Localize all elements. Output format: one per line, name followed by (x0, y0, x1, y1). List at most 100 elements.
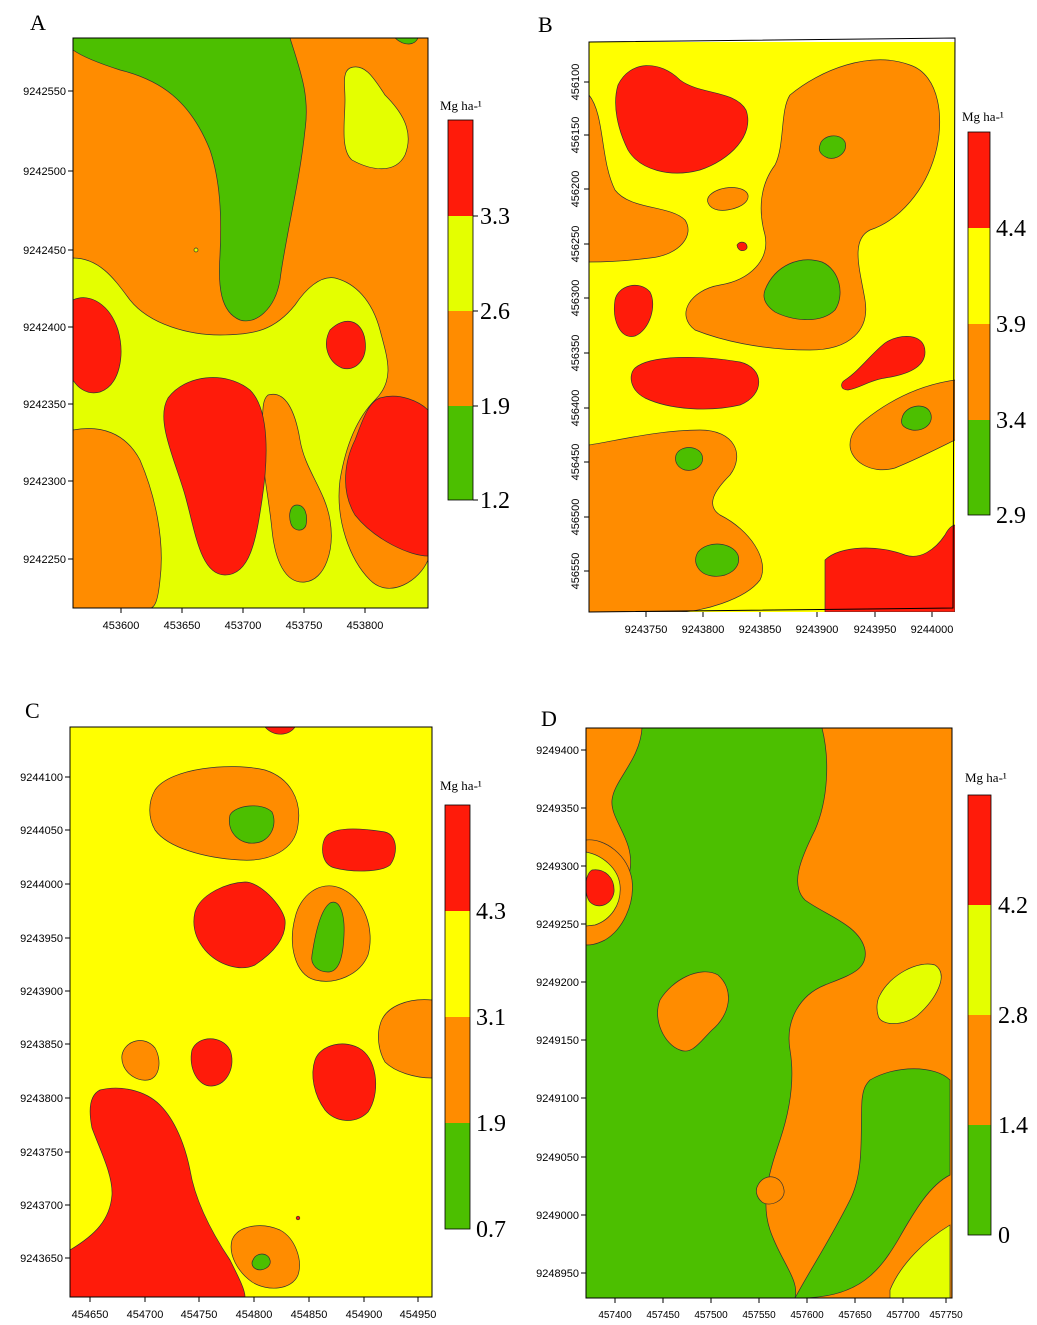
panel-c: C 9244100 9244050 9244000 9243950 (20, 698, 506, 1321)
legend-swatch-red (445, 805, 470, 911)
svg-text:457450: 457450 (646, 1310, 680, 1321)
svg-text:9243950: 9243950 (20, 933, 63, 945)
svg-text:9243900: 9243900 (796, 624, 839, 636)
x-tick-d: 457400 (598, 1298, 632, 1321)
legend-label: 1.9 (480, 394, 510, 420)
svg-text:9242550: 9242550 (23, 86, 66, 98)
y-tick-c: 9243950 (20, 933, 70, 945)
legend-b: Mg ha-¹ 4.4 3.9 3.4 2.9 (962, 109, 1026, 529)
x-axis-c: 454650 454700 454750 454800 454850 45490… (72, 1297, 437, 1321)
svg-text:9244000: 9244000 (911, 624, 954, 636)
legend-label: 4.4 (996, 216, 1026, 242)
legend-swatch-orange (968, 324, 990, 420)
x-tick-b: 9243950 (854, 612, 896, 636)
zone-yellow (343, 66, 409, 169)
x-axis-d: 457400 457450 457500 457550 457600 45765… (598, 1298, 963, 1321)
legend-label: 3.9 (996, 312, 1026, 338)
svg-text:9249100: 9249100 (536, 1093, 579, 1105)
svg-text:9243850: 9243850 (20, 1039, 63, 1051)
svg-text:9242450: 9242450 (23, 245, 66, 257)
svg-text:456100: 456100 (570, 64, 582, 101)
panel-label-c: C (25, 698, 40, 723)
svg-text:9244100: 9244100 (20, 772, 63, 784)
x-tick-c: 454700 (127, 1297, 164, 1321)
y-tick-c: 9244050 (20, 825, 70, 837)
y-tick-b: 456300 (570, 280, 589, 316)
legend-label: 3.3 (480, 204, 510, 230)
y-tick-c: 9244100 (20, 772, 70, 784)
legend-swatch-green (445, 1123, 470, 1229)
svg-text:454700: 454700 (127, 1309, 164, 1321)
svg-text:457550: 457550 (742, 1310, 776, 1321)
legend-label: 1.2 (480, 488, 510, 514)
legend-unit-b: Mg ha-¹ (962, 109, 1004, 124)
svg-text:457600: 457600 (790, 1310, 824, 1321)
x-tick-a: 453750 (286, 608, 322, 632)
y-tick-c: 9243700 (20, 1200, 70, 1212)
svg-text:9242500: 9242500 (23, 166, 66, 178)
x-tick-b: 9244000 (911, 612, 954, 636)
map-b (589, 42, 955, 612)
y-tick-d: 9249350 (536, 803, 586, 815)
map-a (73, 38, 428, 608)
svg-text:9242350: 9242350 (23, 399, 66, 411)
legend-swatch-green (448, 406, 473, 500)
svg-text:453800: 453800 (347, 620, 384, 632)
x-tick-d: 457700 (886, 1298, 920, 1321)
svg-text:454800: 454800 (236, 1309, 273, 1321)
svg-text:454650: 454650 (72, 1309, 109, 1321)
legend-swatch-orange (448, 311, 473, 406)
y-tick-a: 9242350 (23, 399, 73, 411)
legend-unit-d: Mg ha-¹ (965, 770, 1007, 785)
y-tick-d: 9248950 (536, 1268, 586, 1280)
svg-text:454900: 454900 (346, 1309, 383, 1321)
svg-text:453700: 453700 (225, 620, 262, 632)
legend-swatch-yellow (448, 216, 473, 311)
map-c (70, 727, 432, 1297)
x-axis-b: 9243750 9243800 9243850 9243900 9243950 … (625, 612, 954, 636)
x-tick-a: 453700 (225, 608, 262, 632)
legend-swatch-yellow (968, 905, 991, 1015)
y-axis-b: 456100 456150 456200 456250 456300 45635… (570, 64, 589, 590)
y-tick-c: 9243750 (20, 1147, 70, 1159)
svg-text:457400: 457400 (598, 1310, 632, 1321)
y-tick-d: 9249400 (536, 745, 586, 757)
y-tick-b: 456100 (570, 64, 589, 101)
svg-text:9249400: 9249400 (536, 745, 579, 757)
svg-text:456550: 456550 (570, 553, 582, 590)
svg-text:9249050: 9249050 (536, 1152, 579, 1164)
x-axis-a: 453600 453650 453700 453750 453800 (103, 608, 384, 632)
y-tick-c: 9243800 (20, 1093, 70, 1105)
legend-label: 3.1 (476, 1005, 506, 1031)
x-tick-d: 457450 (646, 1298, 680, 1321)
y-tick-b: 456150 (570, 117, 589, 153)
svg-text:454950: 454950 (400, 1309, 437, 1321)
panel-b: B 456100 456150 456200 456250 (538, 12, 1026, 636)
y-tick-d: 9249050 (536, 1152, 586, 1164)
svg-text:9244000: 9244000 (20, 879, 63, 891)
legend-swatch-red (968, 795, 991, 905)
panel-label-d: D (541, 706, 557, 731)
y-tick-d: 9249000 (536, 1210, 586, 1222)
svg-text:9242400: 9242400 (23, 322, 66, 334)
x-tick-a: 453600 (103, 608, 139, 632)
zone-green (73, 38, 307, 322)
y-tick-b: 456450 (570, 444, 589, 481)
svg-text:9243750: 9243750 (625, 624, 668, 636)
y-tick-b: 456500 (570, 499, 589, 535)
panel-d: D 9249400 9249350 9249300 9249250 924920… (536, 706, 1028, 1321)
y-tick-c: 9243850 (20, 1039, 70, 1051)
y-tick-d: 9249300 (536, 861, 586, 873)
y-axis-d: 9249400 9249350 9249300 9249250 9249200 … (536, 745, 586, 1280)
svg-text:457500: 457500 (694, 1310, 728, 1321)
svg-text:457700: 457700 (886, 1310, 920, 1321)
legend-d: Mg ha-¹ 4.2 2.8 1.4 0 (965, 770, 1028, 1249)
legend-label: 0 (998, 1223, 1010, 1249)
x-tick-c: 454900 (346, 1297, 383, 1321)
y-tick-a: 9242400 (23, 322, 73, 334)
svg-text:456450: 456450 (570, 444, 582, 481)
legend-label: 1.9 (476, 1111, 506, 1137)
legend-unit-c: Mg ha-¹ (440, 778, 482, 793)
y-tick-d: 9249250 (536, 919, 586, 931)
